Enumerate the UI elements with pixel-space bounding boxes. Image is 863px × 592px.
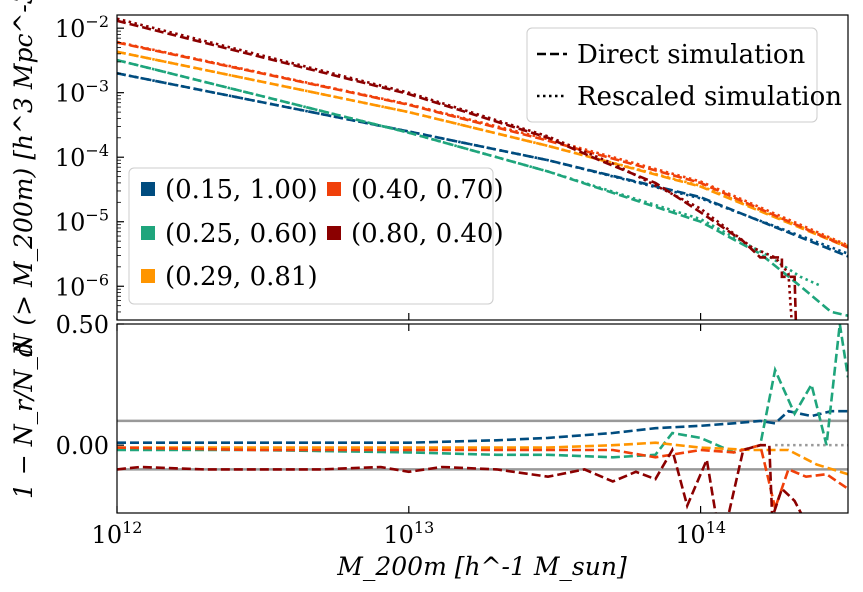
legend-swatch-s3 — [327, 182, 341, 196]
top-y-tick-label-3: 10−3 — [55, 77, 109, 108]
legend-swatch-s4 — [327, 226, 341, 240]
top-panel-lines — [117, 17, 848, 320]
axes: 10−6 10−5 10−4 10−3 10−2 1012 1013 1014 0.00 0.50 — [55, 12, 726, 549]
style-legend-box — [526, 27, 818, 123]
x-axis-title: M_200m [h^-1 M_sun] — [336, 552, 627, 581]
ratio-line-s2 — [117, 441, 848, 476]
direct-line-s0 — [117, 72, 848, 258]
top-y-axis-title: N (> M_200m) [h^3 Mpc^-3] — [9, 0, 38, 357]
bottom-y-axis-title: 1 − N_r/N_d — [9, 341, 38, 499]
top-y-tick-label-1: 10−5 — [55, 206, 109, 237]
legend-swatch-s2 — [141, 269, 155, 283]
style-legend: Direct simulation Rescaled simulation — [526, 27, 842, 123]
x-tick-label-1: 1013 — [383, 518, 434, 549]
bottom-y-tick-label-0: 0.00 — [56, 432, 109, 460]
x-tick-label-0: 1012 — [92, 518, 143, 549]
legend-direct-label: Direct simulation — [577, 40, 806, 70]
ratio-line-s0 — [117, 409, 848, 445]
top-y-tick-label-4: 10−2 — [55, 12, 109, 43]
direct-line-s3 — [117, 41, 848, 249]
bottom-panel-frame — [116, 323, 849, 514]
series-legend-box — [128, 167, 494, 305]
series-legend: (0.15, 1.00) (0.25, 0.60) (0.29, 0.81) (… — [128, 167, 504, 305]
bottom-y-tick-label-1: 0.50 — [56, 311, 109, 339]
legend-swatch-s1 — [141, 226, 155, 240]
legend-label-s4: (0.80, 0.40) — [351, 219, 504, 249]
legend-rescaled-label: Rescaled simulation — [577, 82, 842, 112]
direct-line-s2 — [117, 50, 848, 249]
ratio-line-s4 — [117, 443, 803, 513]
rescaled-line-s4 — [117, 17, 793, 320]
legend-label-s2: (0.29, 0.81) — [165, 262, 318, 292]
bottom-panel-lines — [117, 324, 848, 513]
top-y-tick-label-0: 10−6 — [55, 270, 109, 301]
legend-label-s3: (0.40, 0.70) — [351, 175, 504, 205]
ratio-line-s1 — [117, 324, 848, 459]
ratio-line-s3 — [117, 443, 848, 513]
legend-label-s1: (0.25, 0.60) — [165, 219, 318, 249]
x-tick-label-2: 1014 — [675, 518, 726, 549]
direct-line-s4 — [117, 19, 798, 320]
direct-line-s1 — [117, 58, 848, 317]
legend-swatch-s0 — [141, 182, 155, 196]
top-y-tick-label-2: 10−4 — [55, 141, 109, 172]
legend-label-s0: (0.15, 1.00) — [165, 175, 318, 205]
